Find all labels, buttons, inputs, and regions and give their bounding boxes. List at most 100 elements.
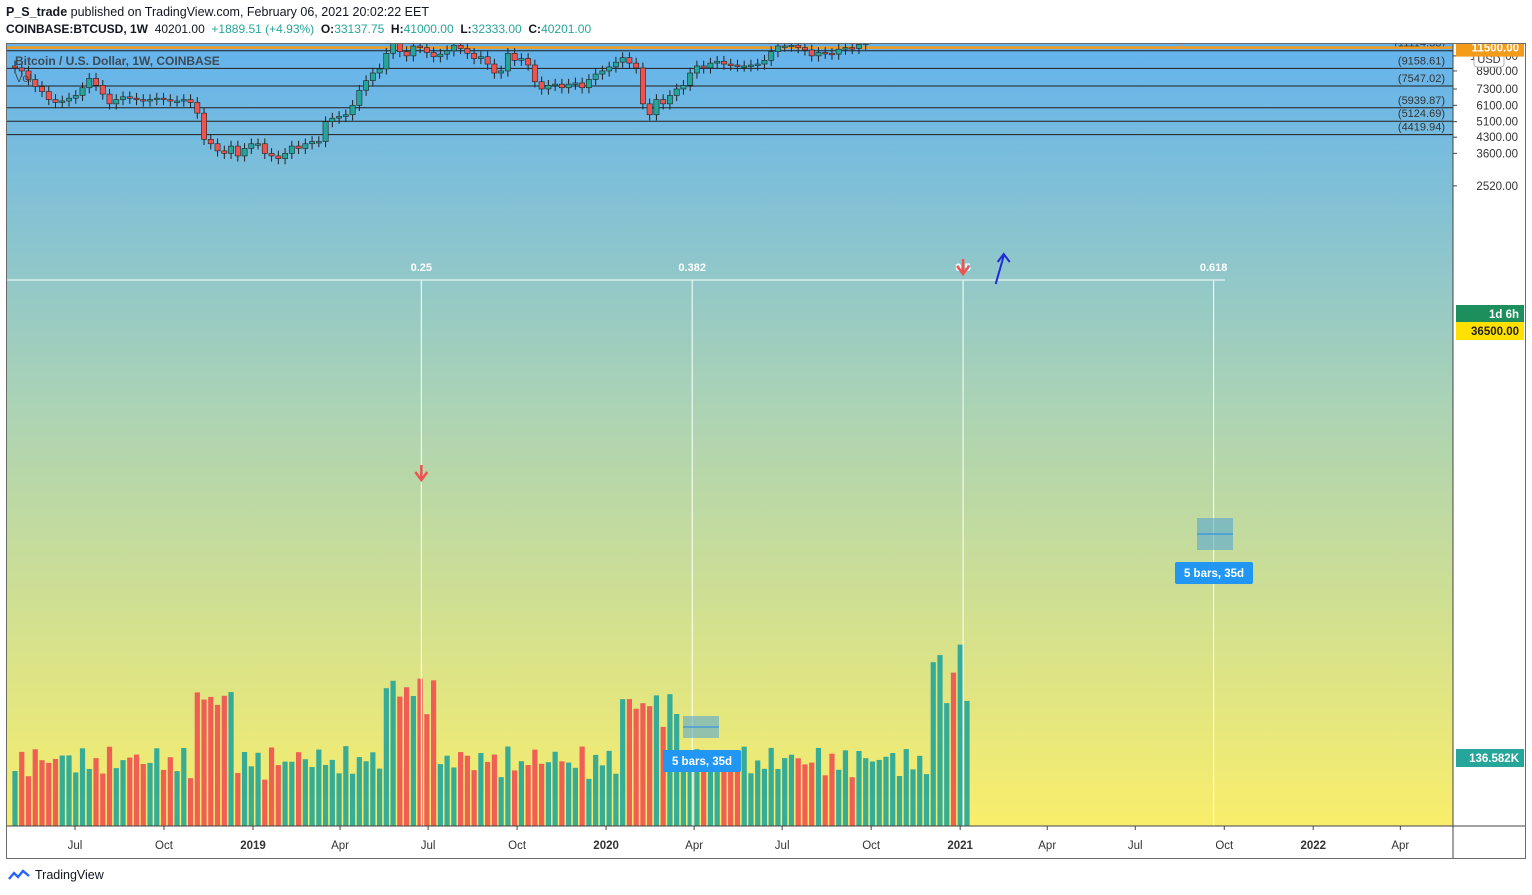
volume-bar xyxy=(613,773,619,826)
candle-body xyxy=(558,83,565,89)
volume-bar xyxy=(214,704,221,826)
candle xyxy=(194,97,201,119)
volume-bar xyxy=(221,695,227,826)
fib-time-label: 0.618 xyxy=(1200,262,1228,274)
legend-volume[interactable]: Vol xyxy=(15,71,32,85)
volume-bar xyxy=(376,768,383,826)
candle-body xyxy=(511,53,518,61)
candle-body xyxy=(430,52,437,58)
price-badge xyxy=(1456,44,1524,57)
candle-body xyxy=(93,78,99,86)
range-label-box xyxy=(1175,562,1253,584)
candle xyxy=(795,44,802,54)
footer-brand-text: TradingView xyxy=(35,868,104,882)
candle-body xyxy=(498,70,505,74)
candle-body xyxy=(113,99,120,105)
volume-bar xyxy=(552,751,558,826)
candle-body xyxy=(619,57,626,63)
candle xyxy=(423,44,430,59)
volume-bar xyxy=(815,747,822,826)
chart-area[interactable]: (57306.52)(41010.08)(32489.35)(20796.48)… xyxy=(6,43,1526,859)
volume-bar xyxy=(721,757,727,826)
candle-body xyxy=(194,102,201,114)
open-value: 33137.75 xyxy=(334,22,385,36)
volume-bar xyxy=(714,754,720,826)
candle xyxy=(52,94,59,109)
candle-body xyxy=(417,45,424,48)
candle xyxy=(160,92,167,106)
close-value: 40201.00 xyxy=(541,22,592,36)
candle xyxy=(201,107,207,145)
candle xyxy=(444,45,451,60)
candle xyxy=(491,58,498,79)
range-label: 5 bars, 35d xyxy=(1184,568,1244,580)
volume-bar xyxy=(437,764,443,826)
volume-bar xyxy=(485,761,491,826)
candle-body xyxy=(457,44,464,49)
volume-bar xyxy=(241,751,248,826)
candle-body xyxy=(768,51,775,61)
candle-body xyxy=(437,53,444,58)
candle-body xyxy=(538,81,545,90)
candle-body xyxy=(39,86,45,92)
candle xyxy=(633,57,640,74)
candle-body xyxy=(444,50,451,55)
volume-bar xyxy=(417,678,423,826)
candle xyxy=(437,48,444,63)
price-badge-text: 11500.00 xyxy=(1472,44,1519,55)
time-tick-label: Oct xyxy=(155,840,174,852)
volume-bar xyxy=(883,756,889,826)
footer-brand[interactable]: TradingView xyxy=(8,868,104,882)
price-badge xyxy=(1456,305,1524,323)
candle-body xyxy=(322,121,329,142)
candle xyxy=(660,94,667,110)
candle xyxy=(329,112,336,128)
low-label: L: xyxy=(460,22,472,36)
candle-body xyxy=(315,141,322,144)
volume-bar xyxy=(289,761,295,826)
volume-bar xyxy=(512,770,518,826)
price-tick-label: 8900.00 xyxy=(1476,66,1518,78)
candle-body xyxy=(694,65,700,74)
candle xyxy=(59,95,66,109)
candle xyxy=(619,52,626,68)
candle xyxy=(808,44,815,62)
legend-title[interactable]: Bitcoin / U.S. Dollar, 1W, COINBASE xyxy=(15,54,220,68)
candle-body xyxy=(288,145,295,154)
candle xyxy=(646,98,653,121)
candle xyxy=(518,53,525,66)
candle-body xyxy=(464,48,471,54)
candle-body xyxy=(126,96,133,99)
volume-bar xyxy=(363,761,369,826)
volume-bar xyxy=(694,749,700,826)
candle-body xyxy=(336,116,342,119)
volume-bar xyxy=(950,672,957,826)
candle-body xyxy=(531,64,538,83)
candle xyxy=(707,57,714,74)
candle-body xyxy=(606,66,613,72)
annotations xyxy=(414,252,1011,483)
volume-bar xyxy=(626,699,633,826)
candle xyxy=(552,78,559,91)
candle xyxy=(79,82,86,102)
candle-body xyxy=(525,58,532,66)
candle xyxy=(700,60,707,74)
volume-bar xyxy=(19,751,25,826)
candle xyxy=(295,140,302,155)
author-name[interactable]: P_S_trade xyxy=(6,5,68,19)
candle xyxy=(174,95,180,107)
volume-bar xyxy=(498,777,504,826)
volume-bar xyxy=(458,752,464,826)
volume-bar xyxy=(397,696,403,826)
time-tick-label: Oct xyxy=(1215,840,1234,852)
candle-body xyxy=(626,57,633,64)
price-chart[interactable]: (57306.52)(41010.08)(32489.35)(20796.48)… xyxy=(7,44,1526,859)
candle xyxy=(457,44,464,55)
volume-bar xyxy=(572,767,578,826)
candle xyxy=(302,138,309,155)
candle-body xyxy=(633,62,640,69)
candle-body xyxy=(255,143,261,146)
candle-body xyxy=(518,58,525,61)
price-tick-label: 5100.00 xyxy=(1476,117,1518,129)
candle-body xyxy=(45,91,52,100)
